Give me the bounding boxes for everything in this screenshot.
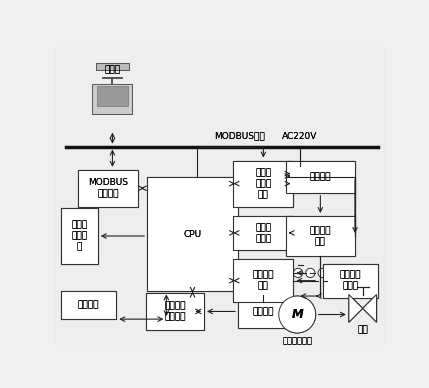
Circle shape (318, 268, 327, 277)
Text: CPU: CPU (184, 230, 202, 239)
Text: 电流电压
保护电路: 电流电压 保护电路 (164, 301, 186, 322)
Bar (96, 63, 130, 71)
Bar (61, 291, 116, 319)
Bar (97, 86, 128, 106)
Bar (233, 259, 293, 302)
Bar (61, 291, 116, 319)
Bar (61, 208, 98, 264)
Circle shape (293, 268, 302, 277)
Text: AC220V: AC220V (282, 132, 317, 140)
Text: CPU: CPU (184, 230, 202, 239)
Text: M: M (291, 308, 303, 321)
Bar (286, 216, 355, 256)
Bar (92, 84, 133, 114)
Bar (78, 170, 138, 207)
Circle shape (306, 268, 315, 277)
Bar (92, 84, 133, 114)
Text: MODBUS
通信电路: MODBUS 通信电路 (88, 178, 128, 198)
Polygon shape (363, 294, 377, 322)
Bar (286, 216, 355, 256)
Text: 辅助电源: 辅助电源 (253, 307, 274, 316)
Text: MODBUS总线: MODBUS总线 (214, 132, 265, 140)
Bar (323, 264, 378, 298)
Text: 上位机: 上位机 (104, 66, 121, 75)
Text: 功率变换
电路: 功率变换 电路 (310, 226, 331, 246)
Polygon shape (349, 294, 363, 322)
Text: 直流电
压检测
电路: 直流电 压检测 电路 (255, 168, 272, 199)
Text: 霍尔电流
传感器: 霍尔电流 传感器 (340, 270, 361, 291)
Bar (78, 170, 138, 207)
Text: 继电器
驱动电
路: 继电器 驱动电 路 (71, 220, 88, 251)
Text: 电流检测
电路: 电流检测 电路 (253, 270, 274, 291)
Text: 辅助电源: 辅助电源 (253, 307, 274, 316)
Circle shape (279, 296, 316, 333)
Text: 阀门: 阀门 (357, 325, 368, 334)
Bar (238, 294, 289, 328)
Bar (286, 161, 355, 193)
Text: 隔离驱
动电路: 隔离驱 动电路 (255, 223, 272, 243)
Bar (61, 208, 98, 264)
Bar (233, 161, 293, 207)
Bar (145, 293, 204, 330)
Bar (147, 177, 238, 291)
Text: 电流电压
保护电路: 电流电压 保护电路 (164, 301, 186, 322)
Bar (97, 86, 128, 106)
Text: 继电器
驱动电
路: 继电器 驱动电 路 (71, 220, 88, 251)
Bar (96, 63, 130, 71)
Text: 阀门: 阀门 (357, 325, 368, 334)
Text: MODBUS总线: MODBUS总线 (214, 132, 265, 140)
Bar (323, 264, 378, 298)
Bar (233, 216, 293, 250)
Text: 整流电路: 整流电路 (310, 172, 331, 181)
Text: 霍尔电流
传感器: 霍尔电流 传感器 (340, 270, 361, 291)
Circle shape (279, 296, 316, 333)
Bar (286, 161, 355, 193)
Bar (233, 216, 293, 250)
Bar (233, 259, 293, 302)
Text: 上位机: 上位机 (104, 66, 121, 75)
Bar (145, 293, 204, 330)
Bar (233, 161, 293, 207)
Bar (238, 294, 289, 328)
Text: MODBUS
通信电路: MODBUS 通信电路 (88, 178, 128, 198)
Text: 直流电
压检测
电路: 直流电 压检测 电路 (255, 168, 272, 199)
Text: 人机界面: 人机界面 (78, 301, 100, 310)
Text: M: M (291, 308, 303, 321)
Text: 无刷直流电机: 无刷直流电机 (282, 336, 312, 345)
Text: 隔离驱
动电路: 隔离驱 动电路 (255, 223, 272, 243)
Text: 人机界面: 人机界面 (78, 301, 100, 310)
Text: 功率变换
电路: 功率变换 电路 (310, 226, 331, 246)
Text: 无刷直流电机: 无刷直流电机 (282, 336, 312, 345)
Bar (147, 177, 238, 291)
Text: 电流检测
电路: 电流检测 电路 (253, 270, 274, 291)
Text: 整流电路: 整流电路 (310, 172, 331, 181)
Text: AC220V: AC220V (282, 132, 317, 140)
